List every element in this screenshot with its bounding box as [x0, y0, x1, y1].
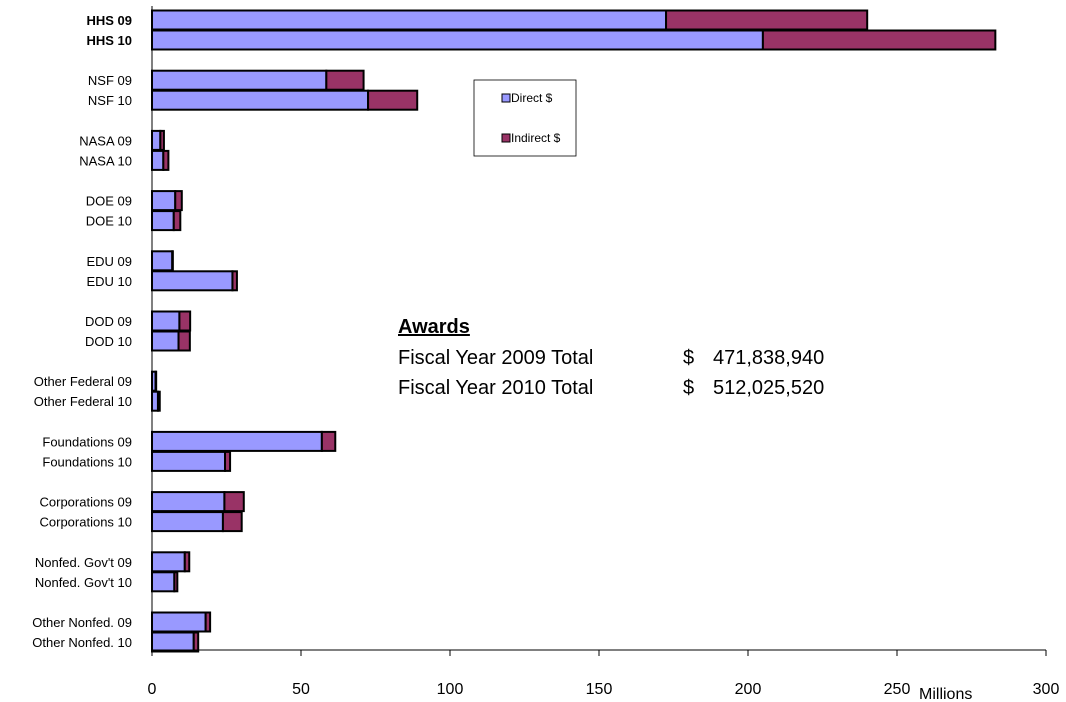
bar-direct-nsf-10: [151, 89, 370, 111]
award-amount: 512,025,520: [713, 376, 825, 399]
category-label-nonfed-gov-t-09: Nonfed. Gov't 09: [35, 555, 132, 570]
bar-direct-other-nonfed-09: [151, 611, 207, 633]
category-label-hhs-09: HHS 09: [86, 13, 132, 28]
bar-direct-edu-10: [151, 270, 234, 292]
bar-direct-nasa-10: [151, 149, 165, 171]
bar-direct-nsf-09: [151, 69, 328, 91]
bar-indirect-nasa-09: [159, 129, 165, 151]
category-label-dod-09: DOD 09: [85, 314, 132, 329]
category-label-other-federal-09: Other Federal 09: [34, 374, 132, 389]
category-label-other-nonfed-09: Other Nonfed. 09: [32, 615, 132, 630]
bar-indirect-foundations-10: [224, 450, 232, 472]
bar-indirect-doe-09: [174, 190, 183, 212]
x-tick-label-50: 50: [292, 681, 310, 698]
bar-direct-doe-09: [151, 190, 177, 212]
category-label-foundations-09: Foundations 09: [42, 434, 132, 449]
bar-direct-foundations-10: [151, 450, 227, 472]
bar-indirect-foundations-09: [320, 430, 337, 452]
x-tick-label-250: 250: [884, 681, 911, 698]
category-label-nsf-10: NSF 10: [88, 93, 132, 108]
x-unit-label: Millions: [919, 686, 972, 702]
category-label-hhs-10: HHS 10: [86, 33, 132, 48]
category-labels: HHS 09 HHS 10 NSF 09 NSF 10 NASA 09 NASA 10 DO…: [32, 13, 132, 650]
award-label: Fiscal Year 2009 Total: [398, 346, 594, 369]
bar-indirect-nonfed-gov-t-10: [173, 571, 179, 593]
awards-panel: Awards Fiscal Year 2009 Total $ 471,838,…: [398, 316, 878, 403]
x-tick-label-0: 0: [148, 681, 157, 698]
bar-direct-dod-10: [151, 330, 180, 352]
bar-direct-edu-09: [151, 250, 174, 272]
category-label-dod-10: DOD 10: [85, 334, 132, 349]
category-label-edu-10: EDU 10: [86, 274, 132, 289]
award-amount: 471,838,940: [713, 346, 825, 369]
category-label-other-nonfed-10: Other Nonfed. 10: [32, 635, 132, 650]
category-label-nasa-09: NASA 09: [79, 133, 132, 148]
bar-direct-corporations-10: [151, 511, 224, 533]
x-tick-label-200: 200: [735, 681, 762, 698]
legend: Direct $ Indirect $: [473, 79, 577, 157]
bar-indirect-dod-10: [177, 330, 191, 352]
bar-direct-corporations-09: [151, 491, 226, 513]
bar-indirect-nasa-10: [162, 149, 170, 171]
bar-direct-foundations-09: [151, 430, 323, 452]
bar-indirect-other-nonfed-09: [204, 611, 212, 633]
x-tick-label-150: 150: [586, 681, 613, 698]
bar-indirect-edu-10: [231, 270, 238, 292]
bar-indirect-hhs-09: [665, 9, 869, 31]
award-label: Fiscal Year 2010 Total: [398, 376, 594, 399]
bar-indirect-nsf-09: [325, 69, 365, 91]
bar-indirect-other-federal-10: [156, 390, 161, 412]
category-label-nonfed-gov-t-10: Nonfed. Gov't 10: [35, 575, 132, 590]
category-label-foundations-10: Foundations 10: [42, 454, 132, 469]
bar-direct-other-nonfed-10: [151, 631, 195, 653]
bar-direct-nasa-09: [151, 129, 162, 151]
bar-indirect-other-nonfed-10: [192, 631, 200, 653]
bar-indirect-nsf-10: [367, 89, 419, 111]
bar-direct-doe-10: [151, 210, 175, 232]
category-label-corporations-09: Corporations 09: [40, 495, 133, 510]
awards-title: Awards: [398, 316, 470, 338]
legend-box: [473, 79, 577, 157]
bar-indirect-other-federal-09: [154, 370, 158, 392]
category-label-other-federal-10: Other Federal 10: [34, 394, 132, 409]
x-tick-labels: 0 50 100 150 200 250 300: [148, 650, 1060, 698]
category-label-doe-10: DOE 10: [86, 214, 132, 229]
bar-indirect-corporations-10: [221, 511, 243, 533]
bar-direct-nonfed-gov-t-09: [151, 551, 186, 573]
category-label-edu-09: EDU 09: [86, 254, 132, 269]
bar-indirect-doe-10: [172, 210, 182, 232]
legend-label-indirect: Indirect $: [511, 131, 561, 145]
bar-indirect-edu-09: [171, 250, 174, 272]
category-label-doe-09: DOE 09: [86, 194, 132, 209]
award-currency: $: [683, 376, 695, 399]
bar-indirect-hhs-10: [761, 29, 997, 51]
category-label-corporations-10: Corporations 10: [40, 515, 133, 530]
bar-direct-hhs-10: [151, 29, 764, 51]
category-label-nasa-10: NASA 10: [79, 153, 132, 168]
x-tick-label-100: 100: [437, 681, 464, 698]
bar-indirect-corporations-09: [223, 491, 245, 513]
bar-direct-hhs-09: [151, 9, 668, 31]
legend-label-direct: Direct $: [511, 91, 553, 105]
award-currency: $: [683, 346, 695, 369]
bar-direct-nonfed-gov-t-10: [151, 571, 176, 593]
category-label-nsf-09: NSF 09: [88, 73, 132, 88]
award-row-2009: Fiscal Year 2009 Total $ 471,838,940: [398, 343, 878, 373]
legend-swatch-indirect: [501, 133, 511, 143]
bar-direct-dod-09: [151, 310, 181, 332]
bar-indirect-dod-09: [178, 310, 192, 332]
award-row-2010: Fiscal Year 2010 Total $ 512,025,520: [398, 373, 878, 403]
x-tick-label-300: 300: [1033, 681, 1060, 698]
bar-indirect-nonfed-gov-t-09: [183, 551, 191, 573]
legend-swatch-direct: [501, 93, 511, 103]
bars-layer: [151, 9, 997, 653]
